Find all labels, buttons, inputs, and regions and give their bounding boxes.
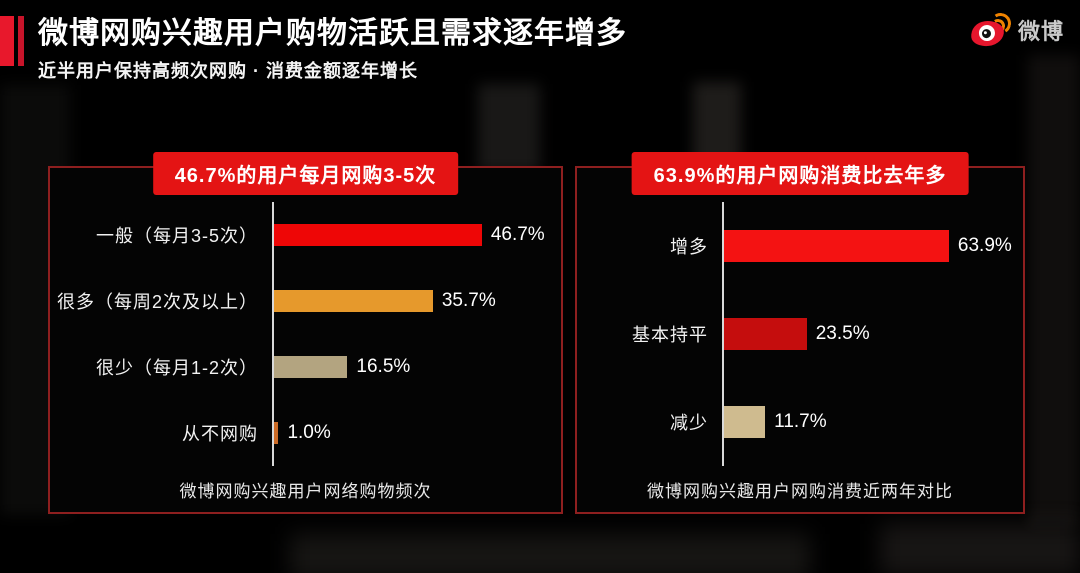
spending-chart-panel: 63.9%的用户网购消费比去年多 增多 63.9% 基本持平 23.5% xyxy=(575,152,1025,514)
bar xyxy=(274,290,433,312)
value-label: 35.7% xyxy=(441,290,496,311)
bar xyxy=(724,406,766,438)
title-accent-stripe xyxy=(18,16,24,66)
bar-zone: 35.7% xyxy=(272,268,561,334)
background-street-texture xyxy=(290,534,810,573)
weibo-logo-text: 微博 xyxy=(1017,19,1064,44)
bar-zone: 23.5% xyxy=(722,290,1023,378)
bar xyxy=(274,356,348,378)
frequency-chart-caption: 微博网购兴趣用户网络购物频次 xyxy=(179,482,432,501)
title-block: 微博网购兴趣用户购物活跃且需求逐年增多 近半用户保持高频次网购 · 消费金额逐年… xyxy=(38,16,627,83)
bar xyxy=(724,230,949,262)
eye-pupil xyxy=(981,28,992,39)
chart-panels: 46.7%的用户每月网购3-5次 一般（每月3-5次） 46.7% 很多（每周2… xyxy=(48,152,1025,514)
value-label: 46.7% xyxy=(490,224,545,245)
frequency-chart-panel: 46.7%的用户每月网购3-5次 一般（每月3-5次） 46.7% 很多（每周2… xyxy=(48,152,563,514)
page-subtitle: 近半用户保持高频次网购 · 消费金额逐年增长 xyxy=(38,61,418,81)
chart-row: 很少（每月1-2次） 16.5% xyxy=(50,334,561,400)
frequency-chart-banner: 46.7%的用户每月网购3-5次 xyxy=(152,152,459,195)
chart-row: 很多（每周2次及以上） 35.7% xyxy=(50,268,561,334)
value-label: 63.9% xyxy=(957,235,1012,256)
category-label: 很少（每月1-2次） xyxy=(95,358,258,378)
page-title: 微博网购兴趣用户购物活跃且需求逐年增多 xyxy=(38,17,627,50)
bar xyxy=(274,422,279,444)
spending-bar-chart: 增多 63.9% 基本持平 23.5% 减少 xyxy=(577,202,1023,466)
value-label: 23.5% xyxy=(815,323,870,344)
chart-row: 增多 63.9% xyxy=(577,202,1023,290)
background-building-texture xyxy=(1028,55,1080,525)
value-label: 16.5% xyxy=(356,356,411,377)
title-accent-bar xyxy=(0,16,14,66)
bar xyxy=(274,224,482,246)
category-label: 基本持平 xyxy=(632,325,708,345)
category-label: 增多 xyxy=(670,237,708,257)
category-label: 很多（每周2次及以上） xyxy=(56,292,258,312)
chart-row: 基本持平 23.5% xyxy=(577,290,1023,378)
frequency-bar-chart: 一般（每月3-5次） 46.7% 很多（每周2次及以上） 35.7% 很少（每月… xyxy=(50,202,561,466)
bar-zone: 11.7% xyxy=(722,378,1023,466)
bar xyxy=(724,318,807,350)
weibo-logo: 微博 xyxy=(969,11,1064,48)
header: 微博网购兴趣用户购物活跃且需求逐年增多 近半用户保持高频次网购 · 消费金额逐年… xyxy=(0,0,1080,100)
category-label: 减少 xyxy=(670,413,708,433)
spending-chart-caption: 微博网购兴趣用户网购消费近两年对比 xyxy=(647,482,953,501)
bar-zone: 46.7% xyxy=(272,202,561,268)
bar-zone: 1.0% xyxy=(272,400,561,466)
category-label: 从不网购 xyxy=(182,424,258,444)
bar-zone: 63.9% xyxy=(722,202,1023,290)
weibo-eye-icon xyxy=(969,11,1013,48)
eye-body xyxy=(969,19,1006,48)
eye-white xyxy=(978,24,996,42)
background-street-texture xyxy=(880,524,1080,573)
category-label: 一般（每月3-5次） xyxy=(95,226,258,246)
chart-row: 一般（每月3-5次） 46.7% xyxy=(50,202,561,268)
eye-glint xyxy=(983,31,988,35)
bar-zone: 16.5% xyxy=(272,334,561,400)
spending-chart-banner: 63.9%的用户网购消费比去年多 xyxy=(631,152,969,195)
background-building-texture xyxy=(478,84,540,172)
value-label: 1.0% xyxy=(287,422,331,443)
chart-row: 减少 11.7% xyxy=(577,378,1023,466)
chart-row: 从不网购 1.0% xyxy=(50,400,561,466)
value-label: 11.7% xyxy=(774,411,827,432)
